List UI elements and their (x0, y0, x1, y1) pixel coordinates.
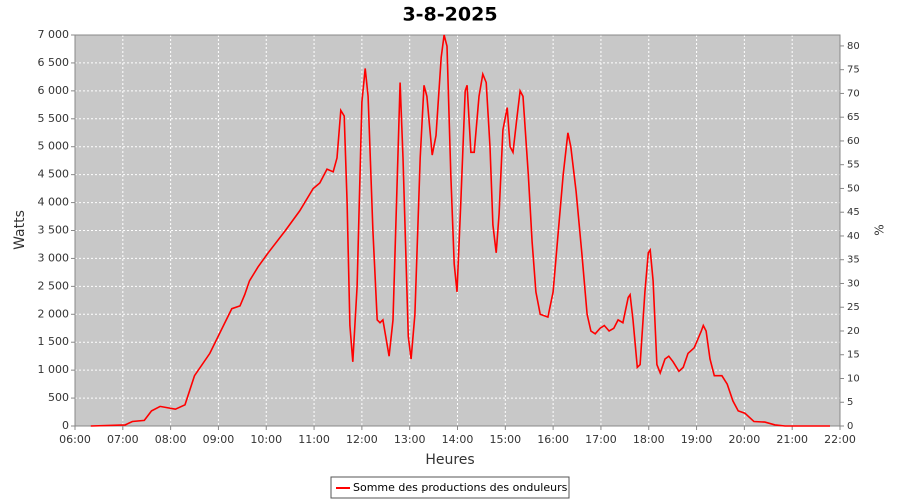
x-axis-label: Heures (425, 452, 474, 468)
x-tick-label: 06:00 (59, 433, 91, 446)
y2-tick-label: 65 (847, 112, 860, 123)
y2-tick-label: 35 (847, 255, 860, 266)
y-tick-label: 6 000 (38, 84, 70, 97)
x-tick-label: 12:00 (346, 433, 378, 446)
y-tick-label: 7 000 (38, 28, 70, 41)
y2-tick-label: 60 (847, 136, 860, 147)
chart-title: 3-8-2025 (402, 4, 497, 26)
y2-tick-label: 20 (847, 326, 860, 337)
y-tick-label: 5 500 (38, 112, 70, 125)
legend-label: Somme des productions des onduleurs (353, 481, 568, 494)
x-tick-label: 20:00 (729, 433, 761, 446)
y-tick-label: 4 500 (38, 168, 70, 181)
y2-tick-label: 10 (847, 373, 860, 384)
y2-tick-label: 15 (847, 350, 860, 361)
x-tick-label: 16:00 (537, 433, 569, 446)
y-tick-label: 1 500 (38, 335, 70, 348)
x-tick-label: 19:00 (681, 433, 713, 446)
y2-tick-label: 80 (847, 41, 860, 52)
y-axis-label: Watts (12, 210, 28, 250)
series-line (90, 34, 830, 427)
x-tick-label: 13:00 (394, 433, 426, 446)
y2-tick-label: 25 (847, 302, 860, 313)
y-tick-label: 6 500 (38, 56, 70, 69)
x-tick-label: 11:00 (298, 433, 330, 446)
x-tick-label: 15:00 (489, 433, 521, 446)
x-tick-label: 07:00 (107, 433, 139, 446)
y-tick-label: 2 000 (38, 307, 70, 320)
y2-tick-label: 50 (847, 183, 860, 194)
y2-tick-label: 75 (847, 65, 860, 76)
x-tick-label: 10:00 (250, 433, 282, 446)
y2-tick-label: 55 (847, 160, 860, 171)
y-tick-label: 1 000 (38, 363, 70, 376)
y-tick-label: 4 000 (38, 196, 70, 209)
legend-box (330, 476, 570, 499)
x-tick-label: 08:00 (155, 433, 187, 446)
x-tick-label: 17:00 (585, 433, 617, 446)
x-tick-label: 18:00 (633, 433, 665, 446)
y-tick-label: 5 000 (38, 140, 70, 153)
y-tick-label: 2 500 (38, 279, 70, 292)
x-tick-label: 22:00 (824, 433, 856, 446)
plot-border (74, 34, 841, 427)
x-tick-label: 09:00 (203, 433, 235, 446)
y-tick-label: 3 000 (38, 251, 70, 264)
y2-tick-label: 0 (847, 421, 853, 432)
y-tick-label: 500 (48, 391, 69, 404)
y2-tick-label: 30 (847, 278, 860, 289)
y2-tick-label: 70 (847, 88, 860, 99)
y2-tick-label: 5 (847, 397, 853, 408)
x-tick-label: 21:00 (776, 433, 808, 446)
x-tick-label: 14:00 (442, 433, 474, 446)
y2-tick-label: 45 (847, 207, 860, 218)
y2-axis-label: % (873, 224, 887, 235)
y-tick-label: 3 500 (38, 224, 70, 237)
y-tick-label: 0 (62, 419, 69, 432)
y2-tick-label: 40 (847, 231, 860, 242)
